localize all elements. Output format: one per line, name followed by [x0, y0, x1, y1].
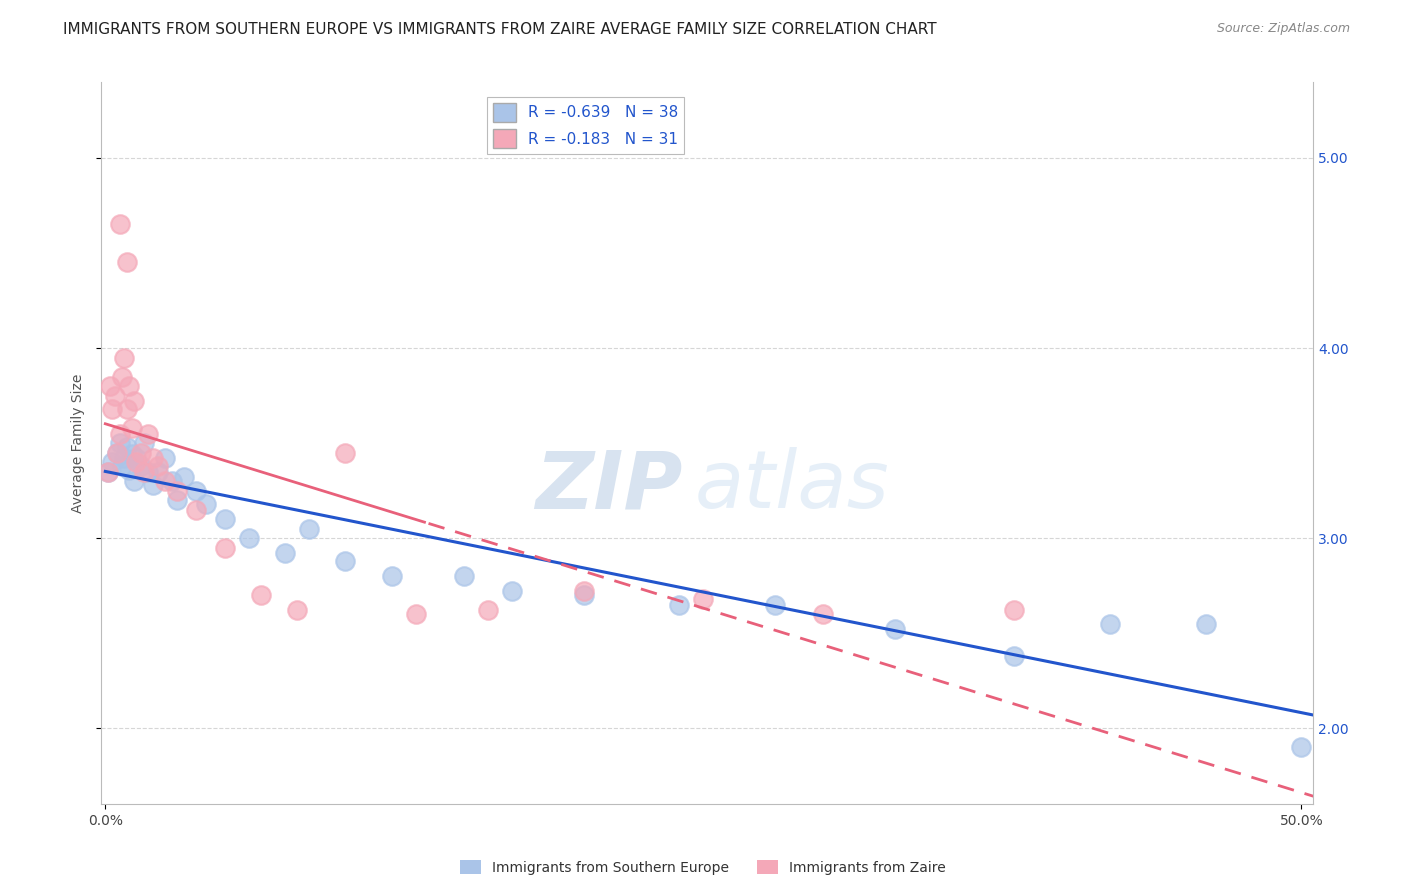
- Point: [132, 465, 155, 479]
- Point: [298, 522, 321, 536]
- Point: [101, 455, 124, 469]
- Point: [1002, 603, 1025, 617]
- Point: [105, 445, 128, 459]
- Point: [97, 465, 120, 479]
- Point: [501, 584, 523, 599]
- Point: [114, 451, 136, 466]
- Point: [138, 465, 160, 479]
- Point: [668, 598, 690, 612]
- Point: [108, 436, 131, 450]
- Point: [111, 369, 134, 384]
- Point: [692, 591, 714, 606]
- Point: [1195, 616, 1218, 631]
- Point: [118, 463, 141, 477]
- Point: [138, 426, 160, 441]
- Point: [166, 483, 188, 498]
- Point: [405, 607, 427, 621]
- Point: [115, 255, 138, 269]
- Point: [333, 554, 356, 568]
- Point: [108, 218, 131, 232]
- Point: [114, 351, 136, 365]
- Point: [811, 607, 834, 621]
- Point: [238, 531, 260, 545]
- Point: [214, 541, 236, 555]
- Point: [122, 394, 145, 409]
- Point: [186, 502, 208, 516]
- Point: [125, 455, 148, 469]
- Text: Source: ZipAtlas.com: Source: ZipAtlas.com: [1216, 22, 1350, 36]
- Point: [146, 465, 169, 479]
- Point: [166, 493, 188, 508]
- Text: ZIP: ZIP: [536, 448, 683, 525]
- Point: [477, 603, 499, 617]
- Point: [153, 451, 176, 466]
- Point: [214, 512, 236, 526]
- Point: [115, 401, 138, 416]
- Point: [129, 458, 152, 473]
- Point: [132, 436, 155, 450]
- Point: [763, 598, 786, 612]
- Point: [285, 603, 308, 617]
- Point: [186, 483, 208, 498]
- Point: [1291, 740, 1313, 755]
- Point: [162, 474, 184, 488]
- Point: [1002, 648, 1025, 663]
- Point: [121, 421, 143, 435]
- Point: [101, 401, 124, 416]
- Point: [453, 569, 475, 583]
- Point: [108, 426, 131, 441]
- Point: [333, 445, 356, 459]
- Point: [273, 546, 295, 560]
- Point: [146, 458, 169, 473]
- Point: [1098, 616, 1121, 631]
- Point: [249, 588, 271, 602]
- Y-axis label: Average Family Size: Average Family Size: [72, 374, 86, 513]
- Point: [98, 379, 121, 393]
- Point: [97, 465, 120, 479]
- Point: [129, 445, 152, 459]
- Legend: Immigrants from Southern Europe, Immigrants from Zaire: Immigrants from Southern Europe, Immigra…: [454, 855, 952, 880]
- Point: [105, 445, 128, 459]
- Point: [572, 588, 595, 602]
- Point: [115, 440, 138, 454]
- Point: [381, 569, 404, 583]
- Point: [153, 474, 176, 488]
- Point: [142, 478, 165, 492]
- Point: [104, 388, 127, 402]
- Text: IMMIGRANTS FROM SOUTHERN EUROPE VS IMMIGRANTS FROM ZAIRE AVERAGE FAMILY SIZE COR: IMMIGRANTS FROM SOUTHERN EUROPE VS IMMIG…: [63, 22, 936, 37]
- Point: [125, 451, 148, 466]
- Point: [883, 623, 905, 637]
- Point: [173, 470, 195, 484]
- Point: [111, 458, 134, 473]
- Legend: R = -0.639   N = 38, R = -0.183   N = 31: R = -0.639 N = 38, R = -0.183 N = 31: [486, 96, 685, 154]
- Text: atlas: atlas: [695, 448, 890, 525]
- Point: [572, 584, 595, 599]
- Point: [122, 474, 145, 488]
- Point: [142, 451, 165, 466]
- Point: [118, 379, 141, 393]
- Point: [194, 497, 217, 511]
- Point: [121, 447, 143, 461]
